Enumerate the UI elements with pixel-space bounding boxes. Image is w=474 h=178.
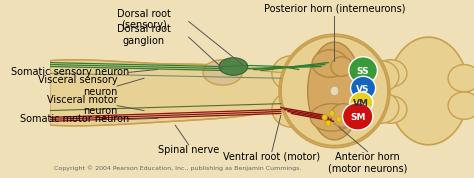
Ellipse shape (281, 36, 388, 146)
Text: VM: VM (353, 99, 369, 108)
Ellipse shape (322, 114, 328, 120)
Ellipse shape (448, 92, 474, 119)
Text: SM: SM (350, 113, 365, 122)
Ellipse shape (331, 57, 352, 76)
Ellipse shape (310, 104, 353, 131)
Ellipse shape (343, 103, 373, 130)
Ellipse shape (448, 65, 474, 92)
Ellipse shape (308, 42, 361, 140)
Text: Spinal nerve: Spinal nerve (158, 145, 219, 155)
Ellipse shape (272, 92, 311, 127)
Text: Posterior horn (interneurons): Posterior horn (interneurons) (264, 4, 405, 14)
Ellipse shape (349, 57, 377, 84)
Ellipse shape (350, 92, 373, 113)
Ellipse shape (279, 34, 390, 148)
Ellipse shape (219, 58, 248, 75)
Ellipse shape (363, 92, 399, 123)
Ellipse shape (329, 111, 335, 116)
Text: SS: SS (357, 67, 369, 76)
Text: VS: VS (356, 85, 370, 93)
Text: Somatic motor neuron: Somatic motor neuron (19, 114, 129, 124)
Ellipse shape (203, 60, 242, 85)
Text: Dorsal root
(sensory): Dorsal root (sensory) (117, 9, 171, 30)
Text: Copyright © 2004 Pearson Education, Inc., publishing as Benjamin Cummings.: Copyright © 2004 Pearson Education, Inc.… (54, 166, 301, 171)
Ellipse shape (388, 37, 469, 145)
Ellipse shape (375, 60, 407, 87)
Text: Visceral motor
neuron: Visceral motor neuron (46, 95, 117, 116)
Text: Dorsal root
ganglion: Dorsal root ganglion (117, 24, 171, 46)
Ellipse shape (312, 50, 348, 77)
Polygon shape (50, 60, 281, 126)
Ellipse shape (331, 104, 356, 127)
Text: Visceral sensory
neuron: Visceral sensory neuron (37, 75, 117, 97)
Text: Anterior horn
(motor neurons): Anterior horn (motor neurons) (328, 152, 407, 173)
Ellipse shape (326, 120, 331, 126)
Text: Ventral root (motor): Ventral root (motor) (223, 152, 320, 162)
Text: Somatic sensory neuron: Somatic sensory neuron (10, 67, 129, 77)
Ellipse shape (351, 76, 375, 100)
Ellipse shape (336, 116, 342, 122)
Ellipse shape (330, 86, 339, 96)
Ellipse shape (272, 56, 311, 91)
Ellipse shape (375, 96, 407, 123)
Ellipse shape (363, 61, 399, 92)
